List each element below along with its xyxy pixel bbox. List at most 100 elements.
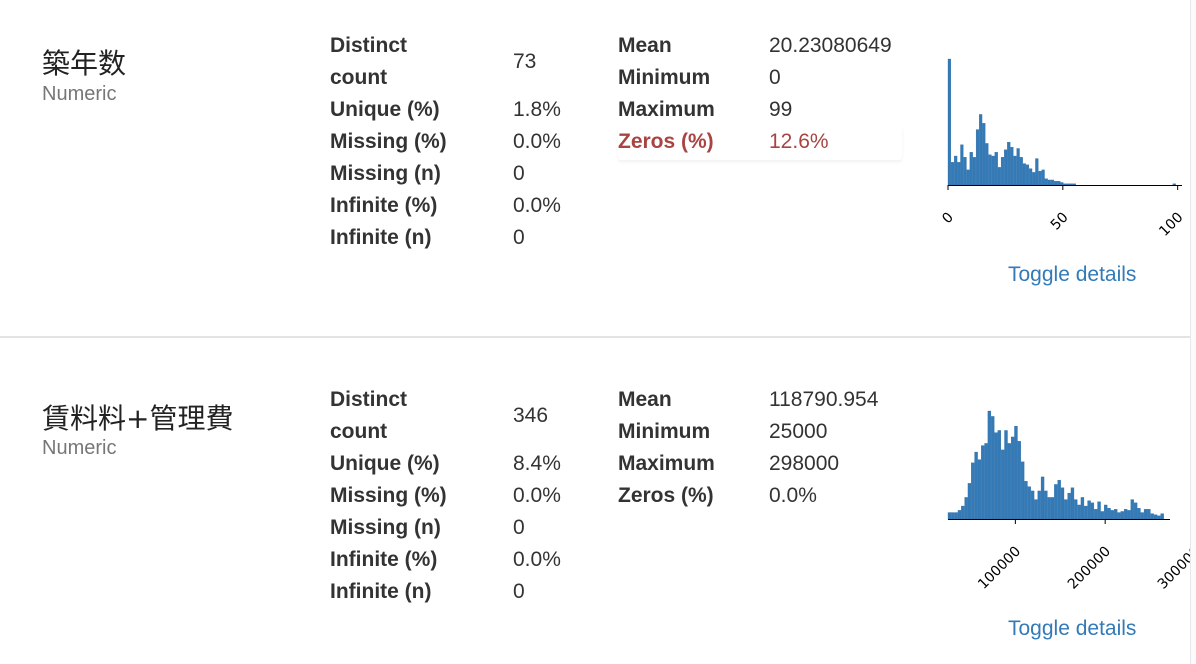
histogram-bar bbox=[964, 497, 968, 520]
histogram-bar bbox=[1114, 509, 1118, 520]
histogram-bar bbox=[974, 451, 978, 520]
histogram-bar bbox=[960, 144, 964, 186]
histogram-bar bbox=[1143, 509, 1148, 520]
histogram-bar bbox=[1025, 164, 1030, 186]
stat-label-zeros-pct: Zeros (%) bbox=[618, 484, 714, 507]
histogram-bar bbox=[1019, 157, 1023, 186]
toggle-details-link[interactable]: Toggle details bbox=[1008, 617, 1137, 640]
variable-name: 築年数 bbox=[42, 47, 127, 80]
histogram-bar bbox=[1034, 499, 1038, 520]
histogram-bar bbox=[1057, 181, 1061, 186]
histogram-bar bbox=[1010, 436, 1015, 520]
stat-label-distinct-count: Distinct count bbox=[330, 34, 408, 89]
stat-label-distinct-count: Distinct count bbox=[330, 388, 408, 443]
histogram-bar bbox=[1004, 430, 1008, 520]
stat-value-unique-pct: 8.4% bbox=[513, 452, 561, 475]
stat-label-maximum: Maximum bbox=[618, 98, 715, 121]
histogram-bar bbox=[1060, 487, 1065, 520]
toggle-details-link[interactable]: Toggle details bbox=[1008, 263, 1137, 286]
histogram-bar bbox=[961, 505, 965, 520]
histogram-bar bbox=[1087, 500, 1091, 520]
x-tick-label: 100 bbox=[1156, 210, 1186, 240]
stat-label-missing-pct: Missing (%) bbox=[330, 484, 447, 507]
histogram-bar bbox=[1064, 499, 1068, 520]
histogram-bar bbox=[1067, 492, 1071, 520]
histogram-bar bbox=[1040, 476, 1045, 520]
histogram-bar bbox=[1037, 490, 1041, 520]
histogram-bar bbox=[1123, 509, 1128, 520]
histogram-bar bbox=[1120, 511, 1124, 520]
stat-label-missing-n: Missing (n) bbox=[330, 516, 441, 539]
histogram-bar bbox=[984, 443, 988, 520]
histogram-bar bbox=[1029, 168, 1033, 186]
histogram-bar bbox=[1063, 183, 1067, 186]
histogram-bar bbox=[997, 167, 1001, 186]
stat-label-infinite-pct: Infinite (%) bbox=[330, 548, 438, 571]
histogram-bar bbox=[1094, 509, 1098, 520]
histogram-bar bbox=[1172, 183, 1176, 186]
histogram-bar bbox=[1150, 513, 1154, 520]
histogram-bar bbox=[1007, 443, 1011, 520]
histogram-bar bbox=[1054, 484, 1058, 520]
stat-label-missing-pct: Missing (%) bbox=[330, 130, 447, 153]
histogram-bar bbox=[1137, 508, 1141, 520]
x-tick-label: 50 bbox=[1048, 210, 1072, 234]
histogram-bar bbox=[1130, 499, 1134, 520]
histogram-bar bbox=[982, 123, 986, 186]
histogram-bar bbox=[1074, 499, 1078, 520]
stat-label-unique-pct: Unique (%) bbox=[330, 452, 440, 475]
histogram-bar bbox=[1044, 490, 1048, 520]
histogram-bar bbox=[1007, 142, 1011, 186]
stat-value-distinct-count: 346 bbox=[513, 404, 549, 427]
histogram-bar bbox=[1060, 182, 1064, 186]
stat-value-maximum: 298000 bbox=[769, 452, 840, 475]
histogram-bar bbox=[1020, 461, 1025, 520]
histogram-bar bbox=[1050, 497, 1055, 520]
stat-label-infinite-pct: Infinite (%) bbox=[330, 194, 438, 217]
histogram-bar bbox=[963, 157, 967, 186]
histogram-bar bbox=[1010, 147, 1014, 186]
stat-value-missing-pct: 0.0% bbox=[513, 130, 561, 153]
stat-label-infinite-n: Infinite (n) bbox=[330, 226, 432, 249]
histogram-bar bbox=[1097, 501, 1101, 520]
histogram-bar bbox=[1001, 449, 1005, 520]
histogram-bar bbox=[951, 512, 955, 520]
histogram-bar bbox=[1027, 486, 1031, 520]
stat-value-infinite-n: 0 bbox=[513, 226, 525, 249]
histogram-bar bbox=[1117, 512, 1121, 520]
histogram-bar bbox=[1050, 179, 1055, 186]
histogram-bar bbox=[947, 512, 952, 520]
histogram-bar bbox=[1044, 178, 1048, 186]
stat-value-zeros-pct: 0.0% bbox=[769, 484, 817, 507]
histogram-bar bbox=[1133, 502, 1138, 520]
histogram-bar bbox=[1066, 183, 1070, 186]
stat-value-distinct-count: 73 bbox=[513, 50, 537, 73]
variable-name: 賃料料+管理費 bbox=[42, 402, 234, 435]
row-divider bbox=[0, 336, 1196, 338]
histogram-bar bbox=[1157, 515, 1161, 520]
histogram-bar bbox=[1014, 425, 1018, 520]
histogram-bar bbox=[994, 152, 998, 186]
histogram-bar bbox=[997, 430, 1002, 520]
stat-value-infinite-pct: 0.0% bbox=[513, 194, 561, 217]
histogram-bar bbox=[1100, 511, 1105, 520]
histogram-bar bbox=[1047, 179, 1051, 186]
histogram-bar bbox=[1072, 183, 1076, 186]
variable-type: Numeric bbox=[42, 437, 117, 459]
histogram-bar bbox=[977, 459, 982, 520]
stat-value-mean: 118790.954 bbox=[769, 388, 879, 411]
stat-label-minimum: Minimum bbox=[618, 66, 711, 89]
histogram-bar bbox=[1022, 163, 1026, 186]
x-tick-label: 200000 bbox=[1065, 544, 1114, 593]
histogram-bar bbox=[1147, 509, 1151, 520]
histogram-chart: 100000 200000 300000 bbox=[947, 410, 1196, 593]
histogram-bar bbox=[991, 416, 995, 520]
histogram-bar bbox=[1127, 510, 1131, 520]
histogram-bar bbox=[954, 512, 958, 520]
histogram-bar bbox=[979, 114, 983, 186]
variable-row-chikunensu: 築年数 Numeric Distinct count 73 Unique (%)… bbox=[42, 34, 1186, 286]
histogram-bar bbox=[1080, 497, 1085, 520]
stat-value-minimum: 25000 bbox=[769, 420, 828, 443]
scrollbar-track[interactable] bbox=[1190, 0, 1196, 664]
histogram-bar bbox=[1024, 481, 1028, 520]
